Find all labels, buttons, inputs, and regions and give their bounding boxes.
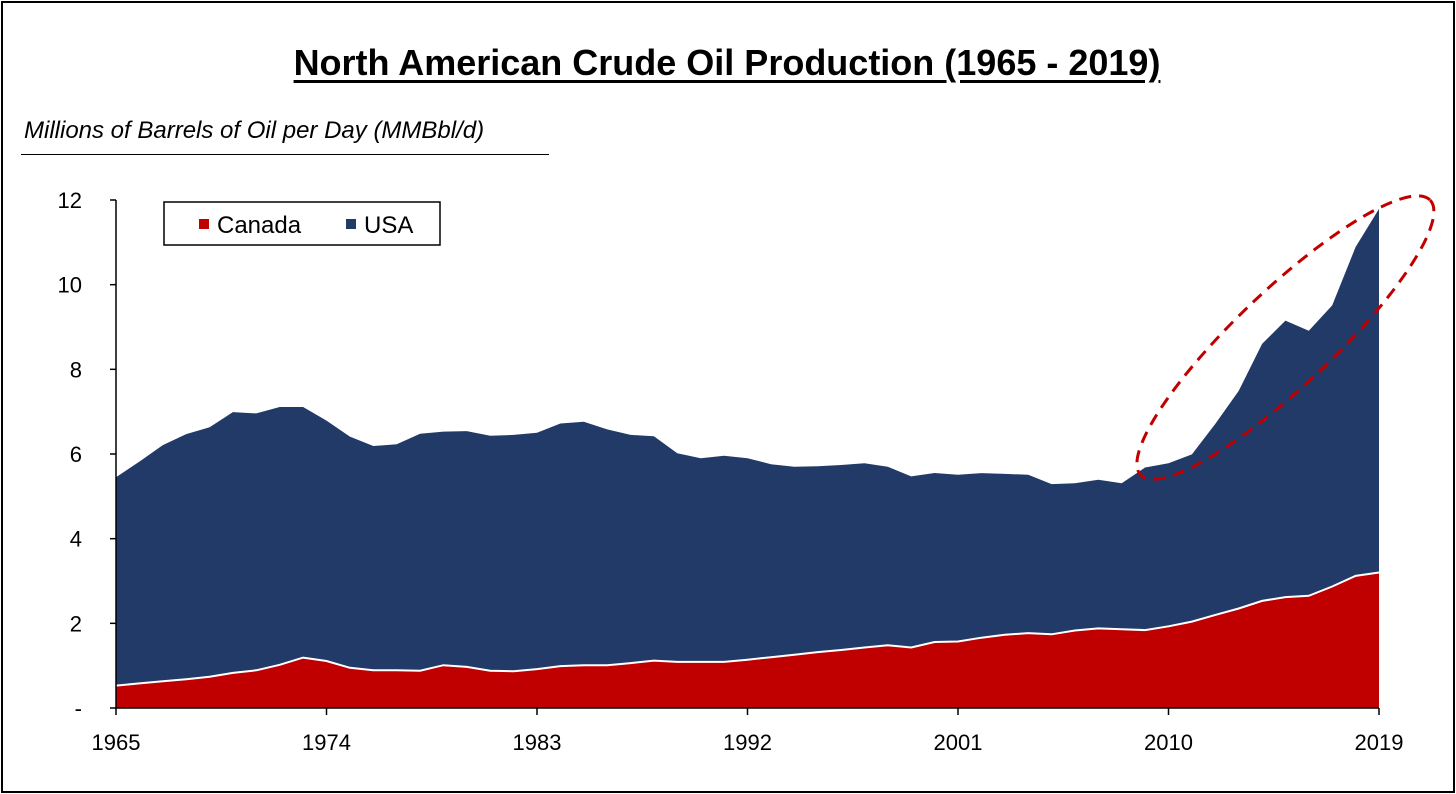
legend-label-canada: Canada [217,212,302,239]
legend-swatch-canada [199,219,209,229]
annotation-layer [1135,194,1436,481]
x-tick-label: 1974 [302,730,351,755]
chart-title: North American Crude Oil Production (196… [293,42,1161,83]
y-tick-label: 6 [70,442,82,467]
x-tick-label: 2010 [1144,730,1193,755]
y-tick-label: 8 [70,357,82,382]
y-axis-label: Millions of Barrels of Oil per Day (MMBb… [24,117,485,144]
legend-swatch-usa [346,219,356,229]
legend-label-usa: USA [364,212,413,239]
area-usa [116,208,1379,686]
x-tick-label: 1983 [513,730,562,755]
annotation-dashed-ellipse [1135,194,1436,481]
x-tick-label: 2001 [934,730,983,755]
y-tick-label: 2 [70,611,82,636]
x-tick-label: 1992 [723,730,772,755]
x-tick-label: 1965 [92,730,141,755]
series-boundary-line [115,571,1380,687]
y-tick-label: 10 [58,273,82,298]
x-tick-label: 2019 [1355,730,1404,755]
y-tick-label: 12 [58,188,82,213]
legend: Canada USA [163,201,441,246]
y-tick-label: 4 [70,527,82,552]
axes: - 2 4 6 8 10 12 1965 1974 1983 1992 2001 2010 2019 [58,188,1404,755]
series-areas [115,208,1380,708]
area-canada [116,572,1379,708]
y-tick-label: - [75,696,82,721]
legend-box [163,201,441,246]
y-axis-label-rule [21,154,549,155]
